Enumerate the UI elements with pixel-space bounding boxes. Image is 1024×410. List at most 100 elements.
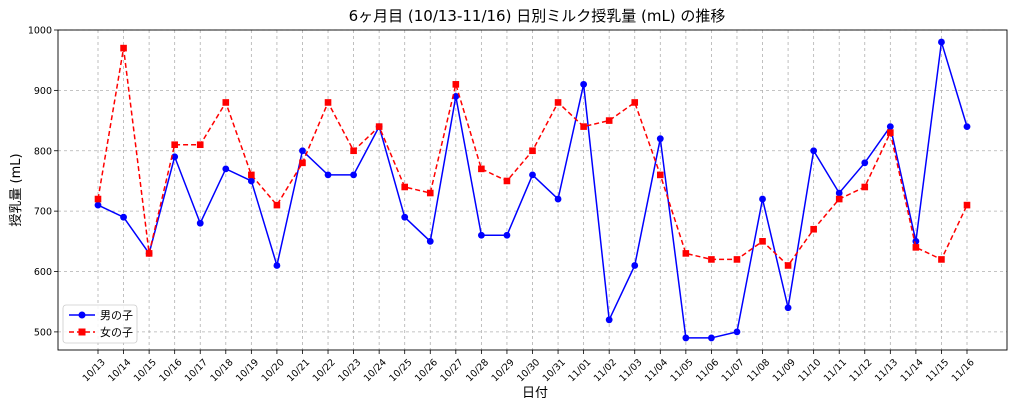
data-point-girl: [401, 183, 409, 191]
data-point-boy: [171, 153, 179, 161]
y-tick-label: 900: [34, 86, 52, 97]
data-point-boy: [810, 147, 818, 155]
data-point-girl: [835, 195, 843, 203]
legend-marker-girl: [78, 328, 86, 336]
x-tick-label: 10/30: [515, 357, 542, 384]
y-axis-title: 授乳量 (mL): [9, 153, 24, 226]
legend: 男の子 女の子: [62, 304, 138, 344]
data-point-boy: [784, 304, 792, 312]
x-axis-title: 日付: [522, 386, 548, 401]
x-tick-label: 10/26: [413, 357, 440, 384]
y-tick-label: 500: [34, 327, 52, 338]
x-tick-label: 11/16: [950, 357, 977, 384]
x-tick-label: 10/14: [106, 357, 133, 384]
x-tick-label: 11/10: [796, 357, 823, 384]
data-point-boy: [196, 219, 204, 227]
x-tick-label: 10/16: [157, 357, 184, 384]
data-point-girl: [887, 129, 894, 136]
x-tick-label: 10/20: [260, 357, 287, 384]
data-point-girl: [529, 147, 536, 155]
x-tick-label: 11/15: [924, 357, 951, 384]
data-point-boy: [835, 189, 843, 197]
data-point-boy: [682, 334, 690, 342]
data-point-girl: [580, 123, 587, 130]
x-tick-label: 11/03: [617, 357, 644, 384]
data-point-boy: [120, 213, 127, 221]
data-point-girl: [196, 141, 204, 149]
data-point-girl: [938, 256, 945, 263]
data-point-boy: [759, 195, 766, 203]
chart-title: 6ヶ月目 (10/13-11/16) 日別ミルク授乳量 (mL) の推移: [349, 7, 726, 25]
legend-label-boy: 男の子: [100, 309, 133, 322]
x-tick-label: 11/04: [643, 357, 670, 384]
data-point-boy: [656, 135, 664, 143]
data-point-boy: [580, 80, 588, 88]
x-tick-label: 11/11: [822, 357, 849, 384]
data-point-girl: [273, 201, 281, 209]
x-tick-label: 11/05: [669, 357, 696, 384]
data-point-boy: [247, 177, 255, 185]
data-point-boy: [938, 38, 945, 46]
data-point-girl: [784, 262, 792, 269]
y-tick-label: 700: [34, 207, 52, 218]
x-tick-label: 10/17: [183, 357, 210, 384]
data-point-girl: [222, 99, 230, 106]
y-axis-ticks: 500 600 700 800 900 1000: [28, 26, 58, 338]
x-tick-label: 10/31: [541, 357, 568, 384]
data-point-boy: [733, 328, 741, 336]
y-tick-label: 600: [34, 267, 52, 278]
data-point-boy: [963, 123, 971, 131]
data-point-boy: [886, 123, 894, 131]
data-point-girl: [94, 195, 102, 203]
data-point-girl: [375, 123, 383, 130]
data-point-girl: [605, 117, 613, 124]
data-point-girl: [733, 256, 741, 263]
data-point-boy: [861, 159, 869, 167]
data-point-boy: [631, 262, 639, 269]
data-point-girl: [478, 165, 485, 173]
data-point-girl: [324, 99, 332, 106]
data-point-girl: [426, 189, 434, 197]
data-point-boy: [350, 171, 357, 179]
series-layer: [94, 38, 971, 342]
y-tick-label: 1000: [28, 26, 52, 37]
x-tick-label: 10/22: [311, 357, 338, 384]
y-tick-label: 800: [34, 146, 52, 157]
data-point-girl: [708, 256, 715, 263]
x-tick-label: 10/28: [464, 357, 491, 384]
data-point-boy: [324, 171, 332, 179]
data-point-boy: [94, 201, 102, 209]
data-point-boy: [529, 171, 536, 179]
data-point-girl: [120, 44, 127, 52]
x-tick-label: 11/08: [745, 357, 772, 384]
x-tick-label: 11/06: [694, 357, 721, 384]
data-point-boy: [554, 195, 562, 203]
legend-marker-boy: [78, 311, 86, 319]
data-point-girl: [759, 238, 766, 245]
x-tick-label: 10/19: [234, 357, 261, 384]
x-tick-label: 11/13: [873, 357, 900, 384]
data-point-girl: [656, 171, 664, 179]
x-tick-label: 10/25: [387, 357, 414, 384]
x-tick-label: 11/09: [771, 357, 798, 384]
data-point-girl: [810, 225, 817, 233]
data-point-girl: [503, 177, 511, 185]
x-tick-label: 10/21: [285, 357, 312, 384]
x-tick-label: 11/07: [720, 357, 747, 384]
data-point-girl: [554, 99, 562, 106]
x-tick-label: 11/14: [899, 357, 926, 384]
x-tick-label: 10/18: [208, 357, 235, 384]
x-tick-label: 10/23: [336, 357, 363, 384]
x-axis-ticks: 10/1310/1410/1510/1610/1710/1810/1910/20…: [81, 350, 977, 384]
data-point-boy: [401, 213, 409, 221]
data-point-girl: [912, 244, 920, 251]
x-tick-label: 11/01: [566, 357, 593, 384]
data-point-boy: [273, 262, 281, 269]
data-point-girl: [631, 99, 639, 106]
data-point-boy: [605, 316, 613, 324]
data-point-girl: [171, 141, 178, 149]
series-girl: [94, 44, 971, 269]
data-point-girl: [452, 81, 460, 88]
data-point-boy: [299, 147, 306, 155]
